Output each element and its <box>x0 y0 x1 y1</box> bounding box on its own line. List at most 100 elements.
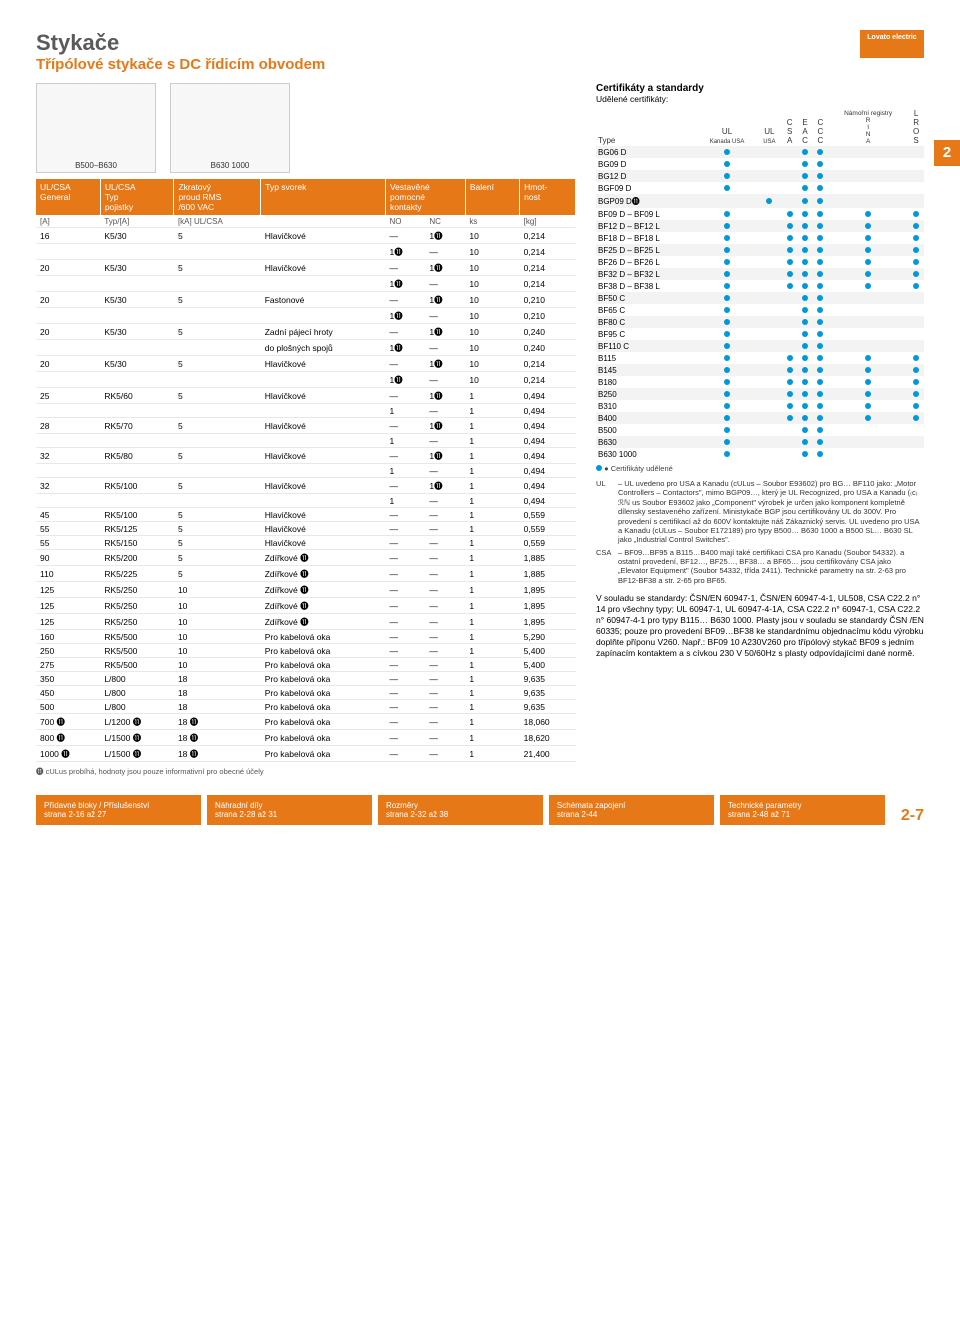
cert-dot-cell <box>797 412 812 424</box>
cert-dot-cell <box>697 364 757 376</box>
table-cell: L/1500 ⓫ <box>100 730 174 746</box>
cert-dot-cell <box>908 448 924 460</box>
cert-dot-cell <box>908 316 924 328</box>
table-cell <box>36 276 100 292</box>
cert-dot-cell <box>782 328 797 340</box>
table-cell: RK5/500 <box>100 658 174 672</box>
table-cell: — <box>385 260 425 276</box>
table-cell: 1000 ⓫ <box>36 746 100 762</box>
sh-c5b: NC <box>425 215 465 228</box>
table-cell <box>174 244 261 260</box>
dot-icon <box>817 295 823 301</box>
cert-dot-cell <box>782 352 797 364</box>
table-cell: 1 <box>465 404 519 418</box>
table-cell: RK5/250 <box>100 582 174 598</box>
sh-c7: [kg] <box>520 215 576 228</box>
cert-dot-cell <box>797 146 812 158</box>
dot-icon <box>787 355 793 361</box>
cert-dot-cell <box>908 232 924 244</box>
cert-dot-cell <box>813 436 828 448</box>
table-cell: — <box>385 658 425 672</box>
table-cell: 0,559 <box>520 522 576 536</box>
table-cell: 10 <box>174 630 261 644</box>
dot-icon <box>817 355 823 361</box>
cert-dot-cell <box>813 364 828 376</box>
table-cell: RK5/250 <box>100 614 174 630</box>
cert-dot-cell <box>813 388 828 400</box>
table-cell: 125 <box>36 582 100 598</box>
table-cell: 18 ⓫ <box>174 714 261 730</box>
cert-dot-cell <box>797 232 812 244</box>
cert-dot-cell <box>813 304 828 316</box>
cert-dot-cell <box>757 364 782 376</box>
table-cell: 0,240 <box>520 340 576 356</box>
table-cell: 5 <box>174 388 261 404</box>
cert-dot-cell <box>813 424 828 436</box>
table-cell: — <box>425 614 465 630</box>
table-cell: 9,635 <box>520 686 576 700</box>
dot-icon <box>802 415 808 421</box>
table-row: 55RK5/1505Hlavičkové——10,559 <box>36 536 576 550</box>
sh-c6: ks <box>465 215 519 228</box>
table-cell: 0,494 <box>520 388 576 404</box>
cert-dot-cell <box>908 364 924 376</box>
table-cell: 1 <box>465 418 519 434</box>
cert-dot-cell <box>757 412 782 424</box>
table-cell: 10 <box>465 276 519 292</box>
dot-icon <box>802 211 808 217</box>
cert-dot-cell <box>797 208 812 220</box>
cth-eac: E A C <box>797 108 812 146</box>
cert-dot-cell <box>908 400 924 412</box>
table-row: 500L/80018Pro kabelová oka——19,635 <box>36 700 576 714</box>
cert-dot-cell <box>908 268 924 280</box>
cert-dot-cell <box>828 232 908 244</box>
table-cell: Pro kabelová oka <box>261 686 386 700</box>
dot-icon <box>913 415 919 421</box>
table-cell: 1⓫ <box>425 260 465 276</box>
table-cell: 275 <box>36 658 100 672</box>
cert-dot-cell <box>797 436 812 448</box>
cert-dot-cell <box>757 268 782 280</box>
table-cell: — <box>425 550 465 566</box>
cert-dot-cell <box>757 244 782 256</box>
table-cell: — <box>425 746 465 762</box>
sh-c1: [A] <box>36 215 100 228</box>
th-c5a: Vestavěné <box>390 182 430 192</box>
cert-row: BF12 D – BF12 L <box>596 220 924 232</box>
dot-icon <box>802 331 808 337</box>
cert-dot-cell <box>813 316 828 328</box>
table-cell <box>174 372 261 388</box>
table-cell: — <box>425 244 465 260</box>
cert-dot-cell <box>757 400 782 412</box>
table-cell: 1 <box>385 404 425 418</box>
dot-icon <box>724 403 730 409</box>
table-cell <box>174 340 261 356</box>
table-cell: 5 <box>174 522 261 536</box>
table-cell: Hlavičkové <box>261 356 386 372</box>
table-row: 125RK5/25010Zdířkové ⓫——11,895 <box>36 614 576 630</box>
th-c1b: General <box>40 192 70 202</box>
table-cell <box>36 340 100 356</box>
cert-dot-cell <box>828 268 908 280</box>
table-row: 700 ⓫L/1200 ⓫18 ⓫Pro kabelová oka——118,0… <box>36 714 576 730</box>
dot-icon <box>724 223 730 229</box>
th-c2a: UL/CSA <box>105 182 136 192</box>
table-cell: RK5/80 <box>100 448 174 464</box>
cert-dot-cell <box>908 352 924 364</box>
cth-lros: L R O S <box>908 108 924 146</box>
cert-dot-cell <box>797 448 812 460</box>
table-cell: 1⓫ <box>385 276 425 292</box>
dot-icon <box>913 259 919 265</box>
dot-icon <box>802 391 808 397</box>
cert-dot-cell <box>797 328 812 340</box>
cert-dot-cell <box>828 256 908 268</box>
dot-icon <box>724 439 730 445</box>
table-cell: — <box>385 478 425 494</box>
cert-row: BG06 D <box>596 146 924 158</box>
table-cell: 1,895 <box>520 582 576 598</box>
table-cell: 110 <box>36 566 100 582</box>
cert-dot-cell <box>908 170 924 182</box>
table-row: 450L/80018Pro kabelová oka——19,635 <box>36 686 576 700</box>
table-cell: 0,214 <box>520 260 576 276</box>
table-cell: 10 <box>465 340 519 356</box>
